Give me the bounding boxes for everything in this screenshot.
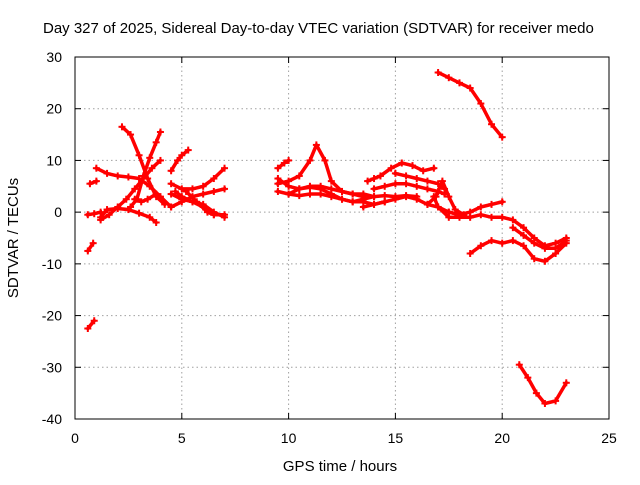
series-line <box>467 238 569 264</box>
series-arc-29 <box>434 69 506 141</box>
series-line <box>516 362 569 406</box>
series-arc-31 <box>509 224 570 252</box>
series-arc-20 <box>274 141 367 201</box>
y-axis-title: SDTVAR / TECUs <box>5 178 22 298</box>
series-arc-16 <box>182 187 218 219</box>
series-arc-17 <box>274 156 293 172</box>
series-line <box>435 70 505 140</box>
series-arc-32 <box>515 361 570 407</box>
series-arc-24 <box>370 180 449 198</box>
y-tick-label: 20 <box>46 101 62 117</box>
y-tick-label: 0 <box>54 204 62 220</box>
series-line <box>168 147 191 174</box>
series-arc-12 <box>167 164 229 193</box>
x-axis-title: GPS time / hours <box>283 458 397 475</box>
x-tick-label: 10 <box>281 430 297 446</box>
y-tick-label: -20 <box>42 308 62 324</box>
series-arc-08 <box>118 123 169 208</box>
series-arc-15 <box>167 185 229 211</box>
axis-ticks: 0 5 10 15 20 25 -40 -30 -20 -10 0 10 20 30 <box>42 49 617 446</box>
x-tick-label: 15 <box>388 430 404 446</box>
y-tick-label: -10 <box>42 256 62 272</box>
series-arc-11 <box>167 146 192 175</box>
y-tick-label: 30 <box>46 49 62 65</box>
y-tick-label: -40 <box>42 411 62 427</box>
series-line <box>361 194 462 217</box>
plot-frame <box>74 56 610 420</box>
series-line <box>510 225 569 251</box>
series-line <box>119 124 168 207</box>
x-tick-label: 20 <box>494 430 510 446</box>
series-line <box>275 157 292 171</box>
series-arc-23 <box>364 159 438 185</box>
series-line <box>85 318 97 331</box>
series-arc-10 <box>127 128 164 211</box>
y-tick-label: -30 <box>42 359 62 375</box>
series-arc-04 <box>86 177 100 188</box>
grid <box>75 57 609 419</box>
x-tick-label: 5 <box>178 430 186 446</box>
series-arc-01 <box>84 317 98 332</box>
x-tick-label: 0 <box>71 430 79 446</box>
series-line <box>275 143 366 199</box>
series-arc-06 <box>97 205 160 226</box>
chart-title: Day 327 of 2025, Sidereal Day-to-day VTE… <box>43 20 594 37</box>
series-arc-28 <box>445 198 506 219</box>
y-tick-label: 10 <box>46 152 62 168</box>
series-arc-30 <box>466 237 570 265</box>
series-line <box>183 189 217 217</box>
data-series <box>84 69 570 407</box>
series-line <box>98 157 163 223</box>
series-line <box>286 185 387 207</box>
series-arc-02 <box>84 239 97 255</box>
series-arc-27 <box>430 193 570 250</box>
x-tick-label: 25 <box>601 430 617 446</box>
